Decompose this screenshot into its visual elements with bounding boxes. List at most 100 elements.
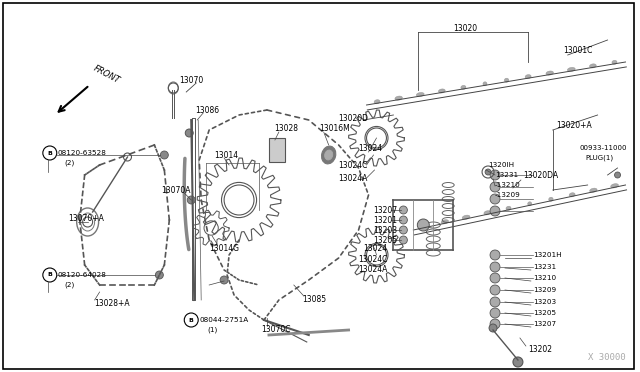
Ellipse shape: [321, 146, 336, 164]
Circle shape: [490, 319, 500, 329]
Text: 13210: 13210: [533, 275, 556, 281]
Ellipse shape: [461, 86, 466, 89]
Text: -13209: -13209: [495, 192, 521, 198]
Text: 13020DA: 13020DA: [523, 170, 558, 180]
Text: 13028+A: 13028+A: [95, 298, 131, 308]
Text: 13020+A: 13020+A: [556, 121, 591, 129]
Circle shape: [490, 308, 500, 318]
Ellipse shape: [395, 96, 403, 100]
Text: 13203: 13203: [533, 299, 556, 305]
Text: (2): (2): [65, 160, 75, 166]
Ellipse shape: [525, 75, 531, 79]
Text: B: B: [47, 151, 52, 155]
Ellipse shape: [548, 197, 553, 201]
Circle shape: [490, 250, 500, 260]
Circle shape: [185, 129, 193, 137]
Circle shape: [490, 273, 500, 283]
Ellipse shape: [441, 220, 449, 224]
Circle shape: [220, 276, 228, 284]
Circle shape: [485, 169, 491, 175]
Text: 08120-63528: 08120-63528: [58, 150, 107, 156]
Text: 13202: 13202: [528, 346, 552, 355]
Text: B: B: [47, 273, 52, 278]
Ellipse shape: [612, 60, 617, 64]
Text: 13016M: 13016M: [319, 124, 349, 132]
Ellipse shape: [528, 202, 532, 206]
Circle shape: [489, 324, 497, 332]
Ellipse shape: [374, 100, 380, 104]
Circle shape: [490, 194, 500, 204]
Ellipse shape: [546, 71, 554, 75]
Circle shape: [490, 206, 500, 216]
Text: 13001C: 13001C: [563, 45, 592, 55]
Text: 13014G: 13014G: [209, 244, 239, 253]
Text: 13209: 13209: [533, 287, 556, 293]
Text: 13024C: 13024C: [358, 256, 388, 264]
Text: 13205: 13205: [533, 310, 556, 316]
Text: 13024: 13024: [364, 244, 388, 253]
Circle shape: [188, 196, 195, 204]
Text: 13070C: 13070C: [261, 326, 291, 334]
Text: 13205: 13205: [374, 235, 397, 244]
Text: 08044-2751A: 08044-2751A: [199, 317, 248, 323]
Text: 13024A: 13024A: [339, 173, 368, 183]
Circle shape: [490, 285, 500, 295]
Ellipse shape: [484, 211, 491, 215]
Text: 13014: 13014: [214, 151, 238, 160]
Circle shape: [156, 271, 163, 279]
Text: 13207: 13207: [374, 205, 397, 215]
Circle shape: [161, 151, 168, 159]
Bar: [269, 138, 285, 162]
Ellipse shape: [506, 206, 511, 210]
Text: 13231: 13231: [533, 264, 556, 270]
Circle shape: [490, 297, 500, 307]
Text: 13085: 13085: [302, 295, 326, 305]
Text: X 30000: X 30000: [588, 353, 625, 362]
Text: 13028: 13028: [274, 124, 298, 132]
Text: 13070A: 13070A: [161, 186, 191, 195]
Text: 13020D: 13020D: [339, 113, 369, 122]
Text: 08120-64028: 08120-64028: [58, 272, 107, 278]
Ellipse shape: [462, 215, 470, 219]
Text: (1): (1): [207, 327, 218, 333]
Text: 13086: 13086: [195, 106, 220, 115]
Text: 13201: 13201: [374, 215, 397, 224]
Ellipse shape: [504, 78, 509, 82]
Circle shape: [490, 182, 500, 192]
Ellipse shape: [483, 82, 487, 86]
Text: 13231: 13231: [495, 172, 518, 178]
Text: 13201H: 13201H: [533, 252, 561, 258]
Circle shape: [513, 357, 523, 367]
Text: FRONT: FRONT: [92, 64, 121, 85]
Ellipse shape: [420, 224, 427, 228]
Text: 13203: 13203: [374, 225, 397, 234]
Text: -13210: -13210: [495, 182, 521, 188]
Ellipse shape: [569, 193, 575, 197]
Circle shape: [399, 226, 408, 234]
Text: B: B: [189, 317, 194, 323]
Circle shape: [417, 219, 429, 231]
Text: 13070: 13070: [179, 76, 204, 84]
Text: 13020: 13020: [453, 23, 477, 32]
Ellipse shape: [611, 184, 618, 188]
Text: 00933-11000: 00933-11000: [580, 145, 627, 151]
Text: 13024C: 13024C: [339, 160, 368, 170]
Ellipse shape: [438, 89, 445, 93]
Ellipse shape: [417, 93, 424, 97]
Text: 1320IH: 1320IH: [488, 162, 514, 168]
Ellipse shape: [324, 150, 333, 160]
Ellipse shape: [568, 67, 575, 71]
Text: 13207: 13207: [533, 321, 556, 327]
Circle shape: [399, 216, 408, 224]
Circle shape: [614, 172, 621, 178]
Ellipse shape: [589, 64, 596, 68]
Circle shape: [399, 236, 408, 244]
Circle shape: [490, 262, 500, 272]
Text: (2): (2): [65, 282, 75, 288]
Ellipse shape: [589, 188, 597, 192]
Circle shape: [399, 206, 408, 214]
Text: PLUG(1): PLUG(1): [586, 155, 614, 161]
Text: 13024A: 13024A: [358, 266, 388, 275]
Text: 13024: 13024: [358, 144, 383, 153]
Text: 13070+A: 13070+A: [68, 214, 104, 222]
